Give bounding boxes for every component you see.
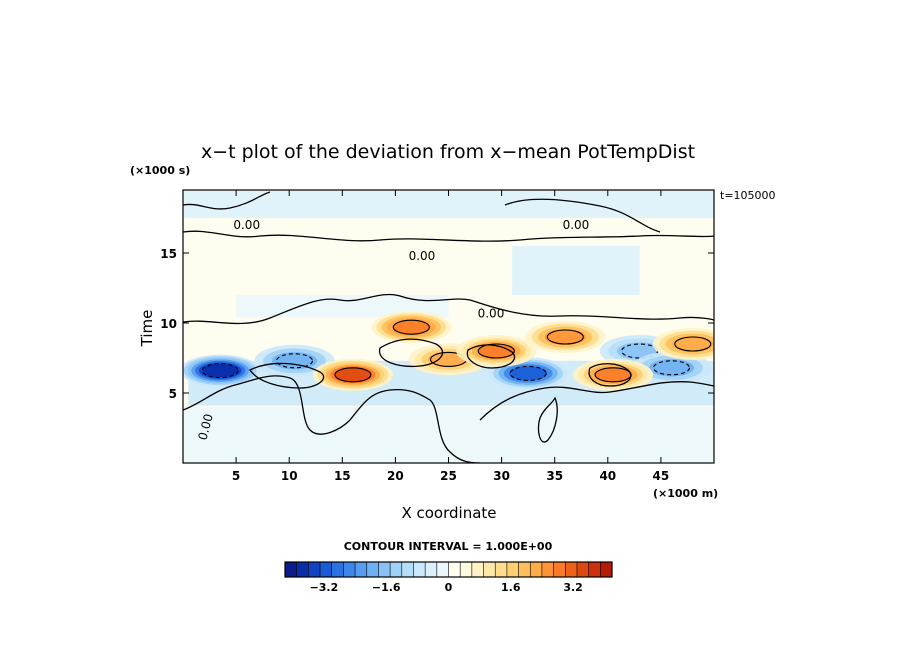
- colorbar-swatch-22: [541, 562, 554, 577]
- contour-label-4: 0.00: [195, 412, 215, 441]
- contour-label-1: 0.00: [409, 249, 436, 263]
- colorbar-tick-label-4: 3.2: [563, 581, 583, 594]
- x-unit-label: (×1000 m): [653, 487, 718, 500]
- colorbar: [284, 561, 613, 578]
- colorbar-swatch-5: [343, 562, 356, 577]
- extremum-pos-6-level-4: [392, 320, 431, 335]
- x-tick-label-1: 10: [281, 469, 298, 483]
- field-band-4: [183, 407, 714, 463]
- contour-label-2: 0.00: [563, 218, 590, 232]
- y-axis-label: Time: [138, 310, 156, 348]
- y-tick-label-2: 15: [160, 247, 177, 261]
- colorbar-tick-label-3: 1.6: [501, 581, 521, 594]
- extremum-pos-10-level-4: [593, 367, 633, 382]
- extremum-neg-2-level-4: [508, 366, 548, 381]
- colorbar-swatch-3: [320, 562, 333, 577]
- colorbar-swatch-18: [495, 562, 508, 577]
- colorbar-tick-labels: −3.2 −1.6 0 1.6 3.2: [310, 581, 583, 594]
- contour-label-3: 0.00: [478, 306, 505, 320]
- y-ticks: 5 10 15: [160, 247, 714, 401]
- extremum-contour-11: [674, 336, 712, 352]
- y-tick-label-1: 10: [160, 317, 177, 331]
- extremum-contour-6: [392, 319, 430, 335]
- x-axis-label: X coordinate: [401, 504, 496, 522]
- contour-lines: [183, 191, 714, 463]
- extremum-pos-9-level-3: [544, 329, 586, 345]
- extremum-pos-11-level-3: [672, 336, 714, 352]
- colorbar-swatch-25: [576, 562, 589, 577]
- extremum-contour-9: [546, 329, 584, 345]
- time-label: t=105000: [720, 189, 776, 202]
- field-band-3: [236, 295, 449, 318]
- colorbar-swatch-26: [588, 562, 601, 577]
- colorbar-tick-label-2: 0: [445, 581, 453, 594]
- colorbar-swatch-19: [506, 562, 519, 577]
- extremum-neg-1-level-2: [271, 352, 318, 370]
- colorbar-swatch-11: [413, 562, 426, 577]
- x-tick-label-5: 30: [493, 469, 510, 483]
- contour-label-0: 0.00: [233, 218, 260, 232]
- colorbar-swatch-21: [530, 562, 543, 577]
- chart-title: x−t plot of the deviation from x−mean Po…: [201, 141, 695, 163]
- x-tick-label-4: 25: [440, 469, 457, 483]
- contour-interval-label: CONTOUR INTERVAL = 1.000E+00: [344, 540, 553, 553]
- extremum-contour-0: [201, 363, 239, 379]
- colorbar-frame: [284, 561, 613, 578]
- y-tick-label-0: 5: [169, 387, 177, 401]
- extremum-neg-4-level-2: [648, 359, 695, 377]
- x-tick-label-7: 40: [599, 469, 616, 483]
- colorbar-swatch-8: [378, 562, 391, 577]
- x-tick-label-0: 5: [232, 469, 240, 483]
- colorbar-swatch-27: [600, 562, 613, 577]
- extremum-neg-0-level-6: [202, 364, 238, 378]
- colorbar-swatch-24: [565, 562, 578, 577]
- colorbar-swatch-15: [460, 562, 473, 577]
- plot-area: 0.00 0.00 0.00 0.00 0.00: [183, 190, 714, 463]
- colorbar-swatch-12: [425, 562, 438, 577]
- extremum-contour-2: [509, 365, 547, 381]
- colorbar-swatch-1: [296, 562, 309, 577]
- colorbar-swatch-16: [471, 562, 484, 577]
- colorbar-swatch-17: [483, 562, 496, 577]
- x-ticks: 5 10 15 20 25 30 35 40 45: [232, 190, 669, 483]
- colorbar-swatch-6: [355, 562, 368, 577]
- colorbar-swatch-9: [390, 562, 403, 577]
- colorbar-tick-label-1: −1.6: [372, 581, 401, 594]
- colorbar-swatch-4: [331, 562, 344, 577]
- colorbar-swatch-2: [308, 562, 321, 577]
- field-band-2: [512, 246, 640, 295]
- x-tick-label-2: 15: [334, 469, 351, 483]
- colorbar-swatch-20: [518, 562, 531, 577]
- extremum-pos-8-level-4: [477, 343, 516, 359]
- colorbar-swatch-7: [366, 562, 379, 577]
- x-tick-label-3: 20: [387, 469, 404, 483]
- colorbar-swatch-13: [436, 562, 449, 577]
- colorbar-swatch-10: [401, 562, 414, 577]
- y-unit-label: (×1000 s): [130, 164, 190, 177]
- x-tick-label-6: 35: [546, 469, 563, 483]
- extremum-contour-8: [477, 343, 515, 359]
- colorbar-swatch-14: [448, 562, 461, 577]
- colorbar-swatch-23: [553, 562, 566, 577]
- extremum-contour-5: [334, 367, 372, 383]
- colorbar-tick-label-0: −3.2: [310, 581, 339, 594]
- x-tick-label-8: 45: [653, 469, 670, 483]
- extremum-contour-1: [275, 353, 314, 369]
- extremum-contour-4: [652, 360, 691, 376]
- colorbar-swatch-0: [285, 562, 297, 577]
- extremum-pos-5-level-5: [334, 367, 372, 382]
